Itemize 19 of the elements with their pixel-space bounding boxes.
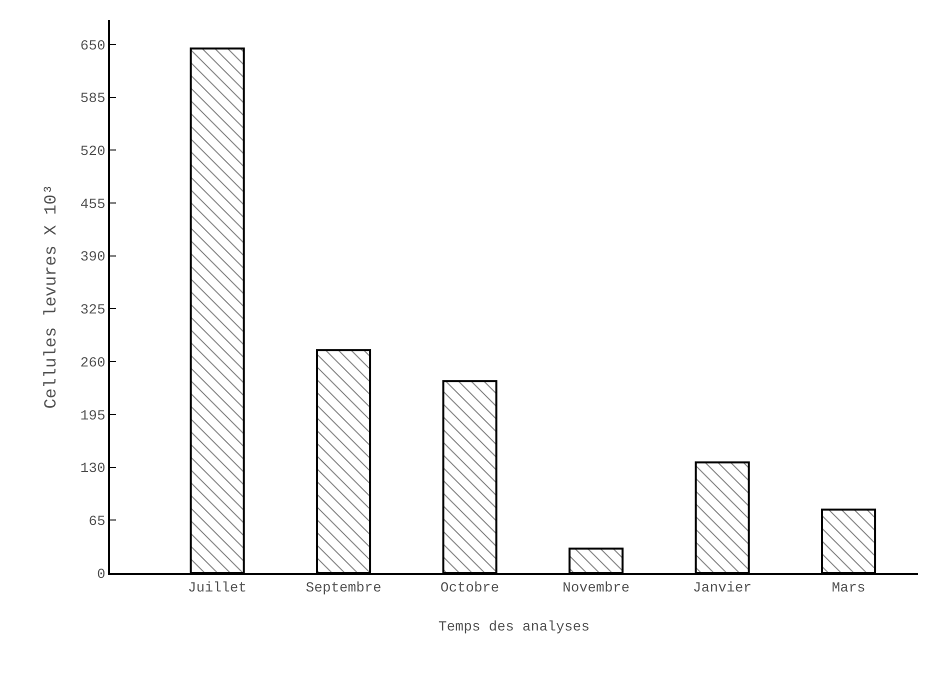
- x-tick-label: Novembre: [562, 580, 630, 597]
- y-tick-label: 130: [80, 461, 106, 478]
- x-tick-label: Octobre: [440, 580, 500, 597]
- y-tick-label: 65: [88, 514, 106, 530]
- x-tick-label: Juillet: [188, 580, 247, 597]
- y-tick-label: 0: [97, 566, 106, 583]
- y-tick-label: 195: [80, 408, 106, 424]
- y-tick-label: 455: [80, 196, 106, 213]
- x-tick-label: Septembre: [306, 580, 382, 597]
- x-axis-title: Temps des analyses: [438, 619, 590, 636]
- y-axis-title: Cellules levures X 10³: [42, 184, 62, 409]
- y-tick-label: 325: [80, 302, 106, 319]
- x-tick-label: Janvier: [692, 580, 752, 597]
- y-tick-label: 585: [80, 91, 106, 108]
- y-tick-label: 260: [80, 355, 106, 372]
- y-tick-label: 520: [80, 144, 106, 160]
- y-tick-label: 650: [80, 38, 106, 54]
- y-tick-label: 390: [80, 250, 106, 266]
- x-tick-label: Mars: [832, 580, 866, 597]
